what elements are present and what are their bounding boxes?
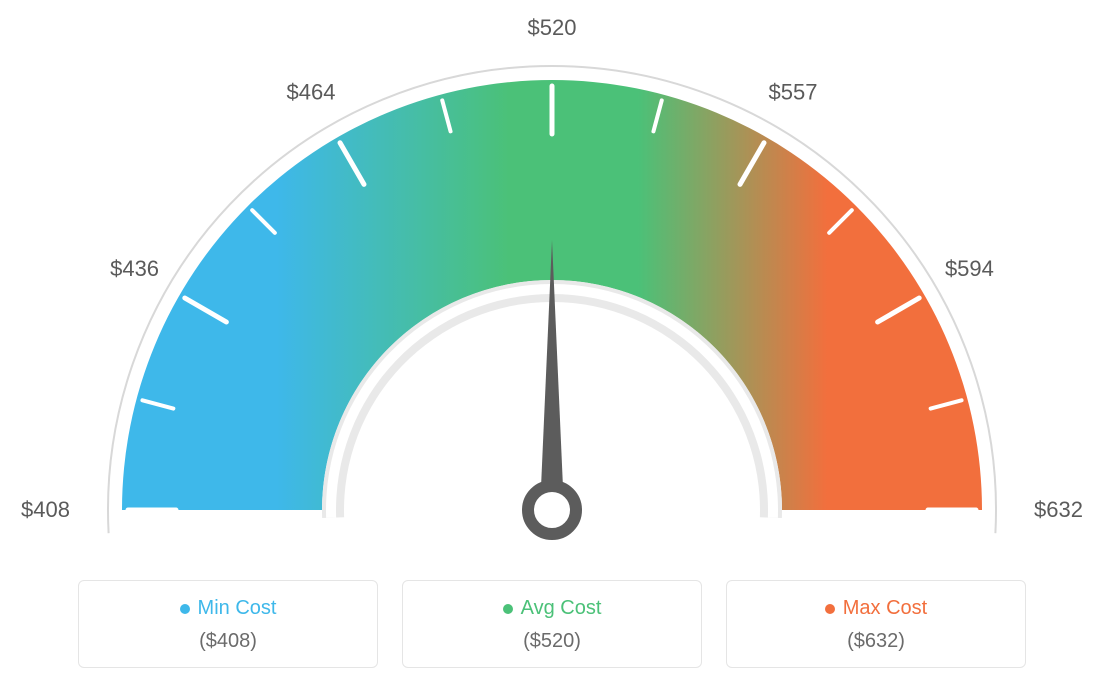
- svg-text:$557: $557: [769, 80, 818, 105]
- svg-text:$520: $520: [528, 15, 577, 40]
- legend-max-label-row: Max Cost: [825, 597, 927, 620]
- legend-min-label: Min Cost: [198, 597, 277, 620]
- legend-min-label-row: Min Cost: [180, 597, 277, 620]
- legend-max-value: ($632): [847, 630, 905, 653]
- cost-gauge: $408 $436 $464 $520 $557 $594 $632: [0, 10, 1104, 570]
- legend-max-label: Max Cost: [843, 597, 927, 620]
- svg-text:$464: $464: [287, 80, 336, 105]
- svg-text:$594: $594: [945, 256, 994, 281]
- legend-row: Min Cost ($408) Avg Cost ($520) Max Cost…: [78, 580, 1026, 668]
- legend-min: Min Cost ($408): [78, 580, 378, 668]
- gauge-svg: $408 $436 $464 $520 $557 $594 $632: [0, 10, 1104, 570]
- legend-max: Max Cost ($632): [726, 580, 1026, 668]
- legend-avg-value: ($520): [523, 630, 581, 653]
- svg-text:$632: $632: [1034, 497, 1083, 522]
- legend-avg-dot: [503, 604, 513, 614]
- legend-avg-label: Avg Cost: [521, 597, 602, 620]
- legend-min-dot: [180, 604, 190, 614]
- svg-text:$436: $436: [110, 256, 159, 281]
- svg-text:$408: $408: [21, 497, 70, 522]
- legend-avg: Avg Cost ($520): [402, 580, 702, 668]
- legend-avg-label-row: Avg Cost: [503, 597, 602, 620]
- legend-max-dot: [825, 604, 835, 614]
- legend-min-value: ($408): [199, 630, 257, 653]
